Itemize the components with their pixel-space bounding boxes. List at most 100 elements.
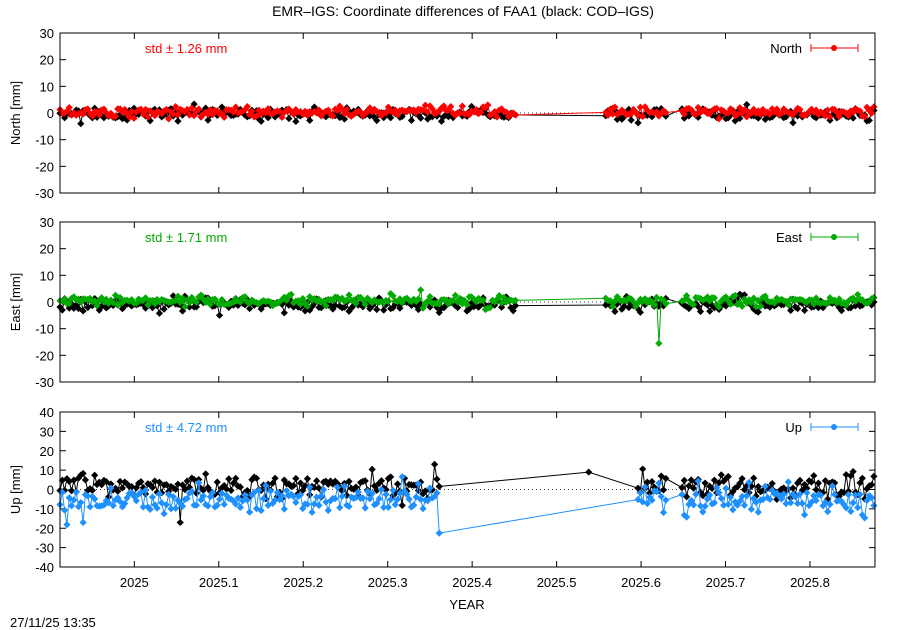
data-point <box>731 291 739 300</box>
data-point <box>368 489 376 498</box>
data-point <box>382 486 390 494</box>
y-tick-label: 0 <box>47 483 54 498</box>
data-point <box>646 493 654 501</box>
data-point <box>761 486 769 494</box>
data-point <box>345 107 353 115</box>
data-point <box>717 297 725 305</box>
data-point <box>178 111 187 119</box>
data-point <box>740 486 749 494</box>
data-point <box>858 296 866 304</box>
data-point <box>183 477 191 485</box>
data-point <box>479 296 487 304</box>
data-point <box>363 487 372 495</box>
data-point <box>380 306 388 314</box>
data-point <box>611 103 619 111</box>
data-point <box>844 297 853 305</box>
data-point <box>185 111 194 119</box>
data-point <box>796 490 804 498</box>
x-tick-label: 2025.8 <box>790 575 830 590</box>
data-point <box>313 297 321 305</box>
data-point <box>273 299 281 307</box>
data-point <box>791 493 799 501</box>
data-point <box>313 477 321 485</box>
data-point <box>699 492 707 500</box>
data-point <box>782 500 790 508</box>
data-point <box>331 494 339 503</box>
data-point <box>761 482 769 490</box>
data-point <box>731 117 739 125</box>
data-point <box>141 486 150 494</box>
data-point <box>361 109 369 118</box>
data-point <box>414 295 423 303</box>
legend-marker <box>831 234 837 240</box>
data-point <box>338 487 346 495</box>
data-point <box>495 292 503 300</box>
data-point <box>622 297 631 305</box>
data-point <box>842 301 850 309</box>
data-point <box>174 496 182 504</box>
data-point <box>465 111 473 119</box>
data-point <box>67 294 76 302</box>
data-point <box>356 293 365 302</box>
data-point <box>377 477 386 485</box>
data-point <box>722 484 730 492</box>
y-tick-label: -20 <box>35 348 54 363</box>
data-point <box>775 492 783 500</box>
data-point <box>641 483 649 491</box>
data-point <box>232 500 240 508</box>
data-point <box>696 502 705 510</box>
data-point <box>190 296 198 305</box>
data-point <box>683 513 691 521</box>
data-point <box>620 108 628 116</box>
data-point <box>292 106 300 114</box>
data-point <box>70 293 78 301</box>
data-point <box>98 481 106 489</box>
data-point <box>689 501 698 509</box>
data-point <box>167 505 175 513</box>
data-point <box>812 114 820 122</box>
data-point <box>433 112 441 120</box>
data-point <box>659 486 668 494</box>
data-point <box>368 465 376 473</box>
plot-frame <box>59 411 876 568</box>
data-point <box>678 484 686 492</box>
data-point <box>151 300 159 308</box>
data-point <box>61 486 69 494</box>
data-point <box>629 105 638 114</box>
data-point <box>232 103 240 111</box>
data-point <box>215 495 224 503</box>
data-point <box>303 475 312 483</box>
data-point <box>116 293 124 302</box>
data-point <box>747 505 755 513</box>
data-point <box>715 303 723 311</box>
y-tick-label: -20 <box>35 521 54 536</box>
data-point <box>276 107 284 116</box>
data-point <box>389 292 397 300</box>
data-point <box>264 501 272 510</box>
data-point <box>472 106 480 114</box>
data-point <box>373 116 381 125</box>
data-point <box>773 294 781 302</box>
data-point <box>733 295 742 304</box>
data-point <box>176 499 184 507</box>
data-point <box>743 482 751 490</box>
data-point <box>757 110 765 119</box>
data-point <box>183 494 191 503</box>
data-point <box>618 106 626 114</box>
data-point <box>148 296 157 305</box>
data-point <box>234 301 242 309</box>
data-point <box>155 298 164 306</box>
data-point <box>754 508 762 516</box>
data-point <box>403 107 411 116</box>
data-point <box>849 114 857 122</box>
data-point <box>417 286 425 294</box>
panel-east: -30 -20 -10 0 10 20 30 East [mm] std ± 1.71 mm Ea… <box>8 215 878 390</box>
data-point <box>280 293 288 301</box>
data-point <box>111 291 120 299</box>
data-point <box>384 503 392 511</box>
data-point <box>435 529 443 537</box>
data-point <box>868 109 876 117</box>
data-point <box>777 495 786 503</box>
data-point <box>172 103 180 111</box>
data-point <box>331 105 339 113</box>
